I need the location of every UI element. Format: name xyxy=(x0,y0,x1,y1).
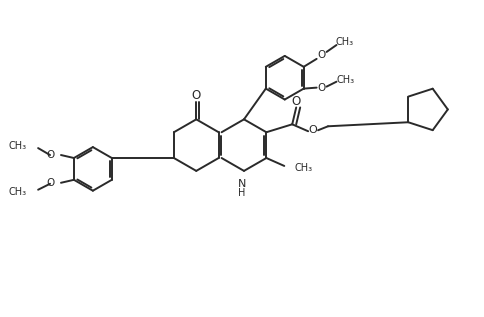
Text: O: O xyxy=(318,83,326,93)
Text: N: N xyxy=(238,179,246,189)
Text: CH₃: CH₃ xyxy=(336,75,354,85)
Text: CH₃: CH₃ xyxy=(8,187,26,197)
Text: CH₃: CH₃ xyxy=(294,163,312,173)
Text: O: O xyxy=(309,125,318,135)
Text: CH₃: CH₃ xyxy=(8,141,26,151)
Text: O: O xyxy=(291,95,301,108)
Text: O: O xyxy=(192,89,201,102)
Text: O: O xyxy=(47,178,55,188)
Text: O: O xyxy=(47,150,55,160)
Text: H: H xyxy=(238,188,246,198)
Text: O: O xyxy=(318,50,326,60)
Text: CH₃: CH₃ xyxy=(335,37,353,47)
